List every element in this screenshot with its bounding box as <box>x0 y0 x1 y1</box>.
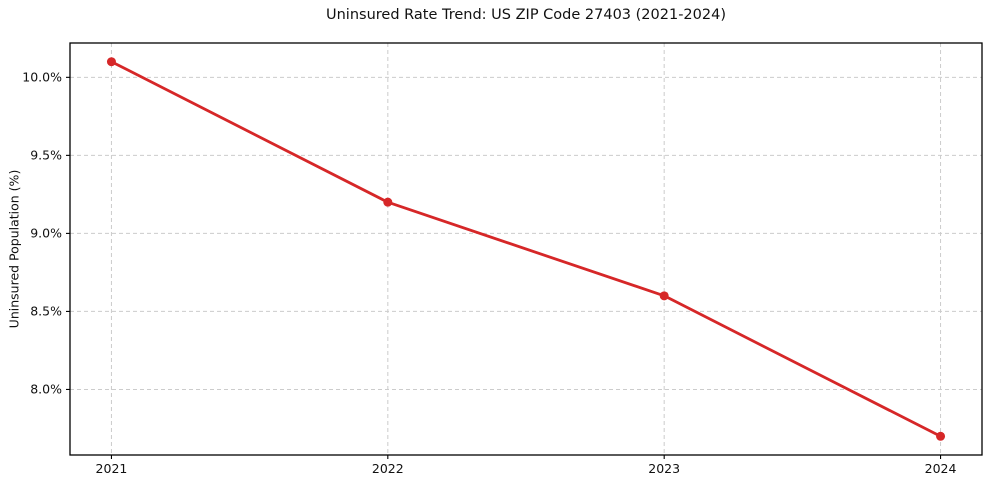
data-point-marker <box>383 197 393 207</box>
y-tick-label: 8.5% <box>30 303 62 318</box>
y-tick-label: 10.0% <box>22 69 62 84</box>
data-point-marker <box>936 431 946 441</box>
x-tick-label: 2022 <box>372 461 404 476</box>
y-tick-label: 8.0% <box>30 381 62 396</box>
y-tick-label: 9.5% <box>30 147 62 162</box>
plot-border <box>69 42 983 456</box>
chart-title: Uninsured Rate Trend: US ZIP Code 27403 … <box>326 7 726 23</box>
y-tick-label: 9.0% <box>30 225 62 240</box>
x-tick-label: 2023 <box>648 461 680 476</box>
x-tick-label: 2024 <box>925 461 957 476</box>
trend-line <box>110 60 942 438</box>
data-point-marker <box>659 291 669 301</box>
x-tick-label: 2021 <box>96 461 128 476</box>
data-point-marker <box>106 57 116 67</box>
